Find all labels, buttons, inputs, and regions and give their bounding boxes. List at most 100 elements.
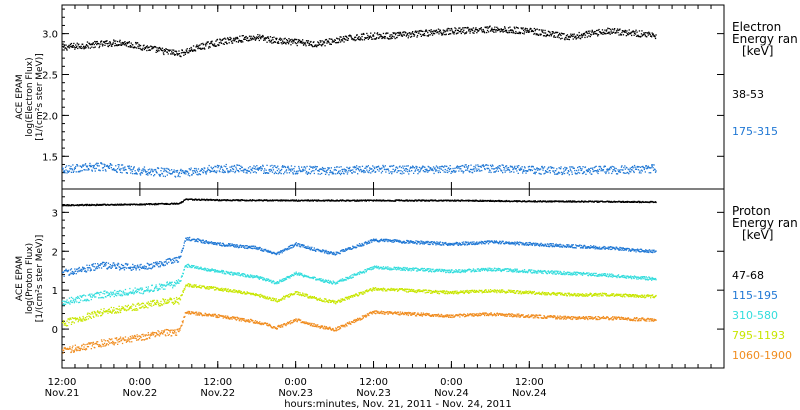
data-point: [307, 172, 309, 174]
data-point: [458, 30, 460, 33]
data-point: [254, 166, 257, 168]
data-point: [399, 240, 402, 242]
data-point: [613, 29, 615, 31]
data-point: [197, 174, 199, 176]
data-point: [372, 34, 374, 36]
data-point: [304, 246, 306, 248]
data-point: [601, 248, 603, 250]
data-point: [565, 201, 567, 203]
data-point: [354, 165, 356, 168]
data-point: [282, 165, 284, 167]
data-point: [197, 168, 200, 170]
data-point: [571, 244, 573, 246]
data-point: [189, 48, 191, 50]
data-point: [440, 31, 442, 33]
data-point: [557, 173, 559, 175]
data-point: [420, 242, 422, 244]
data-point: [544, 170, 547, 172]
data-point: [145, 47, 147, 49]
data-point: [530, 28, 532, 30]
data-point: [387, 32, 389, 34]
data-point: [310, 44, 312, 46]
data-point: [584, 247, 587, 249]
data-point: [137, 267, 140, 269]
data-point: [542, 167, 544, 169]
data-point: [400, 33, 402, 35]
data-point: [330, 171, 332, 173]
data-point: [135, 172, 137, 174]
data-point: [201, 47, 203, 49]
data-point: [417, 173, 419, 175]
data-point: [356, 246, 358, 248]
data-point: [464, 243, 466, 246]
data-point: [556, 36, 558, 38]
data-point: [185, 173, 187, 175]
data-point: [371, 241, 373, 243]
data-point: [176, 54, 179, 56]
data-point: [246, 170, 248, 172]
data-point: [308, 44, 310, 46]
data-point: [512, 242, 514, 244]
data-point: [63, 171, 66, 173]
data-point: [302, 168, 304, 170]
data-point: [535, 28, 537, 31]
data-point: [630, 171, 632, 173]
data-point: [155, 264, 157, 266]
data-point: [250, 169, 253, 171]
data-point: [484, 243, 486, 245]
data-point: [263, 37, 265, 39]
data-point: [553, 36, 555, 38]
data-point: [618, 248, 621, 250]
data-point: [378, 37, 380, 39]
data-point: [150, 268, 152, 270]
data-point: [596, 170, 598, 172]
data-point: [348, 167, 350, 170]
data-point: [633, 201, 635, 203]
data-point: [140, 203, 142, 205]
data-point: [236, 38, 238, 40]
data-point: [575, 247, 577, 249]
data-point: [149, 263, 151, 266]
data-point: [210, 166, 212, 168]
data-point: [430, 29, 432, 31]
data-point: [171, 169, 173, 171]
data-point: [421, 34, 423, 36]
data-point: [80, 268, 82, 270]
data-point: [566, 244, 568, 246]
data-point: [214, 199, 216, 202]
data-point: [126, 42, 128, 44]
data-point: [525, 172, 527, 174]
data-point: [498, 199, 500, 202]
data-point: [243, 38, 245, 40]
data-point: [169, 49, 171, 51]
data-point: [370, 36, 372, 38]
data-point: [348, 169, 350, 172]
data-point: [282, 41, 284, 43]
data-point: [401, 35, 404, 37]
data-point: [380, 172, 383, 174]
data-point: [650, 35, 652, 37]
data-point: [335, 42, 337, 44]
data-point: [270, 251, 272, 253]
data-point: [523, 29, 525, 31]
data-point: [642, 200, 644, 203]
data-point: [578, 31, 580, 34]
data-point: [639, 200, 641, 203]
data-point: [130, 42, 132, 44]
data-point: [523, 200, 526, 202]
data-point: [355, 169, 357, 171]
data-point: [464, 33, 466, 35]
data-point: [427, 35, 429, 37]
data-point: [640, 251, 642, 253]
data-point: [146, 49, 148, 52]
data-point: [224, 245, 226, 247]
data-point: [109, 42, 111, 44]
data-point: [431, 168, 434, 170]
data-point: [589, 172, 591, 174]
data-point: [416, 36, 418, 38]
data-point: [114, 263, 116, 266]
data-point: [623, 172, 625, 174]
data-point: [610, 246, 612, 248]
data-point: [85, 47, 87, 49]
data-point: [534, 200, 536, 202]
